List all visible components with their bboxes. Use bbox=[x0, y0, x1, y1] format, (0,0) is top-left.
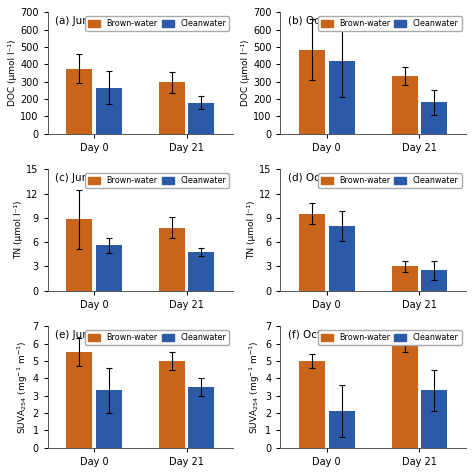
Text: (e) June: (e) June bbox=[55, 330, 95, 340]
Text: (f) October: (f) October bbox=[288, 330, 345, 340]
Bar bbox=[328, 411, 355, 447]
Bar bbox=[328, 226, 355, 291]
Text: (a) June: (a) June bbox=[55, 16, 95, 26]
Y-axis label: SUVA$_{254}$ (mg$^{-1}$ m$^{-1}$): SUVA$_{254}$ (mg$^{-1}$ m$^{-1}$) bbox=[15, 340, 29, 434]
Bar bbox=[299, 49, 325, 134]
Bar bbox=[159, 361, 185, 447]
Bar bbox=[66, 352, 92, 447]
Bar bbox=[421, 390, 447, 447]
Legend: Brown-water, Cleanwater: Brown-water, Cleanwater bbox=[85, 173, 229, 188]
Legend: Brown-water, Cleanwater: Brown-water, Cleanwater bbox=[85, 330, 229, 345]
Bar bbox=[96, 88, 122, 134]
Legend: Brown-water, Cleanwater: Brown-water, Cleanwater bbox=[85, 16, 229, 31]
Bar bbox=[392, 266, 418, 291]
Legend: Brown-water, Cleanwater: Brown-water, Cleanwater bbox=[318, 330, 462, 345]
Bar bbox=[66, 69, 92, 134]
Bar bbox=[299, 361, 325, 447]
Bar bbox=[188, 387, 214, 447]
Bar bbox=[421, 102, 447, 134]
Y-axis label: SUVA$_{254}$ (mg$^{-1}$ m$^{-1}$): SUVA$_{254}$ (mg$^{-1}$ m$^{-1}$) bbox=[248, 340, 263, 434]
Bar bbox=[188, 103, 214, 134]
Bar bbox=[299, 214, 325, 291]
Text: (d) October: (d) October bbox=[288, 173, 347, 183]
Bar bbox=[159, 82, 185, 134]
Bar bbox=[66, 219, 92, 291]
Bar bbox=[328, 61, 355, 134]
Bar bbox=[392, 343, 418, 447]
Bar bbox=[421, 270, 447, 291]
Y-axis label: TN (μmol l⁻¹): TN (μmol l⁻¹) bbox=[247, 201, 256, 259]
Legend: Brown-water, Cleanwater: Brown-water, Cleanwater bbox=[318, 173, 462, 188]
Bar bbox=[188, 252, 214, 291]
Text: (b) October: (b) October bbox=[288, 16, 347, 26]
Bar bbox=[96, 390, 122, 447]
Bar bbox=[159, 228, 185, 291]
Legend: Brown-water, Cleanwater: Brown-water, Cleanwater bbox=[318, 16, 462, 31]
Bar bbox=[96, 246, 122, 291]
Text: (c) June: (c) June bbox=[55, 173, 95, 183]
Y-axis label: DOC (μmol l⁻¹): DOC (μmol l⁻¹) bbox=[241, 40, 250, 106]
Bar bbox=[392, 76, 418, 134]
Y-axis label: DOC (μmol l⁻¹): DOC (μmol l⁻¹) bbox=[9, 40, 18, 106]
Y-axis label: TN (μmol l⁻¹): TN (μmol l⁻¹) bbox=[15, 201, 23, 259]
